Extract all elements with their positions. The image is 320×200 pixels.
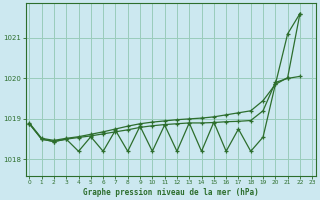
- X-axis label: Graphe pression niveau de la mer (hPa): Graphe pression niveau de la mer (hPa): [83, 188, 259, 197]
